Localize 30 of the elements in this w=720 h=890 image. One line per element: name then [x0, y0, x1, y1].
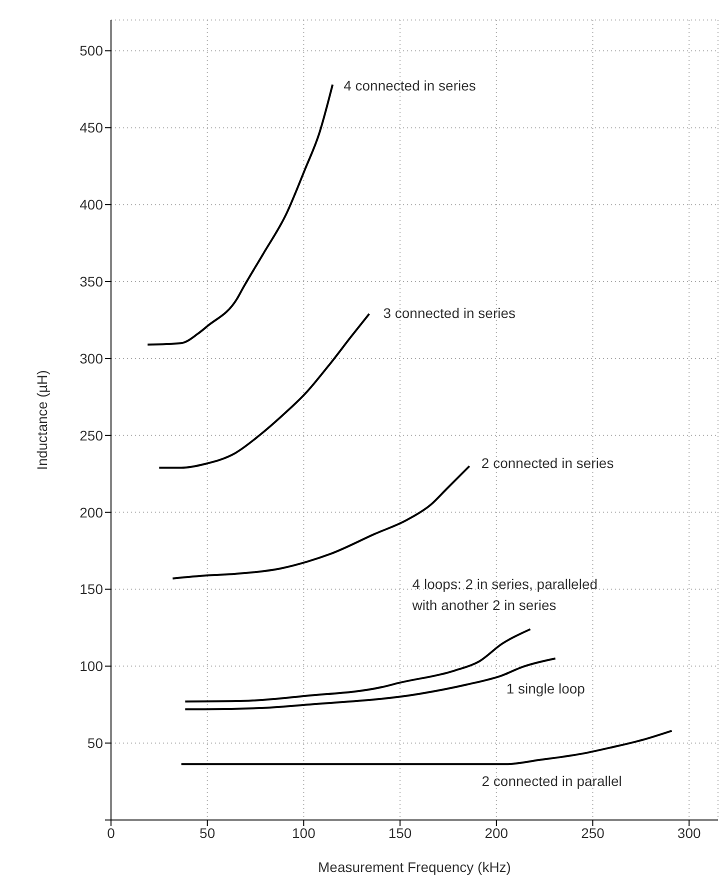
y-tick-label: 150	[80, 581, 104, 598]
y-tick-label: 300	[80, 350, 104, 366]
y-tick-label: 350	[80, 274, 104, 290]
y-tick-label: 100	[80, 658, 104, 674]
y-tick-label: 50	[87, 735, 104, 752]
y-axis-title: Inductance (µH)	[34, 370, 50, 470]
line-series	[158, 312, 370, 469]
x-tick-label: 50	[200, 824, 216, 841]
series-label: 4 connected in series	[344, 77, 476, 94]
series-label: 2 connected in series	[481, 454, 614, 471]
line-series	[184, 657, 556, 710]
series-label: 2 connected in parallel	[482, 772, 622, 788]
x-tick-label: 100	[292, 824, 316, 841]
y-tick-label: 200	[80, 504, 104, 520]
x-tick-label: 0	[107, 824, 116, 841]
text: 4 loops: 2 in series, paralleled with another 2 in series	[411, 576, 598, 613]
x-axis-title: Measurement Frequency (kHz)	[318, 859, 511, 875]
x-tick-label: 200	[484, 824, 508, 841]
x-tick-label: 300	[677, 824, 701, 841]
x-tick-label: 150	[388, 824, 412, 841]
series-label: 1 single loop	[506, 680, 586, 696]
line-series	[172, 465, 470, 580]
y-tick-label: 250	[80, 427, 104, 444]
series-label: 3 connected in series	[383, 304, 516, 321]
line-series	[180, 730, 673, 766]
y-tick-label: 450	[80, 120, 104, 136]
y-tick-label: 500	[80, 42, 104, 59]
line-series	[146, 84, 334, 346]
x-tick-label: 250	[581, 824, 605, 841]
y-tick-label: 400	[80, 196, 104, 213]
